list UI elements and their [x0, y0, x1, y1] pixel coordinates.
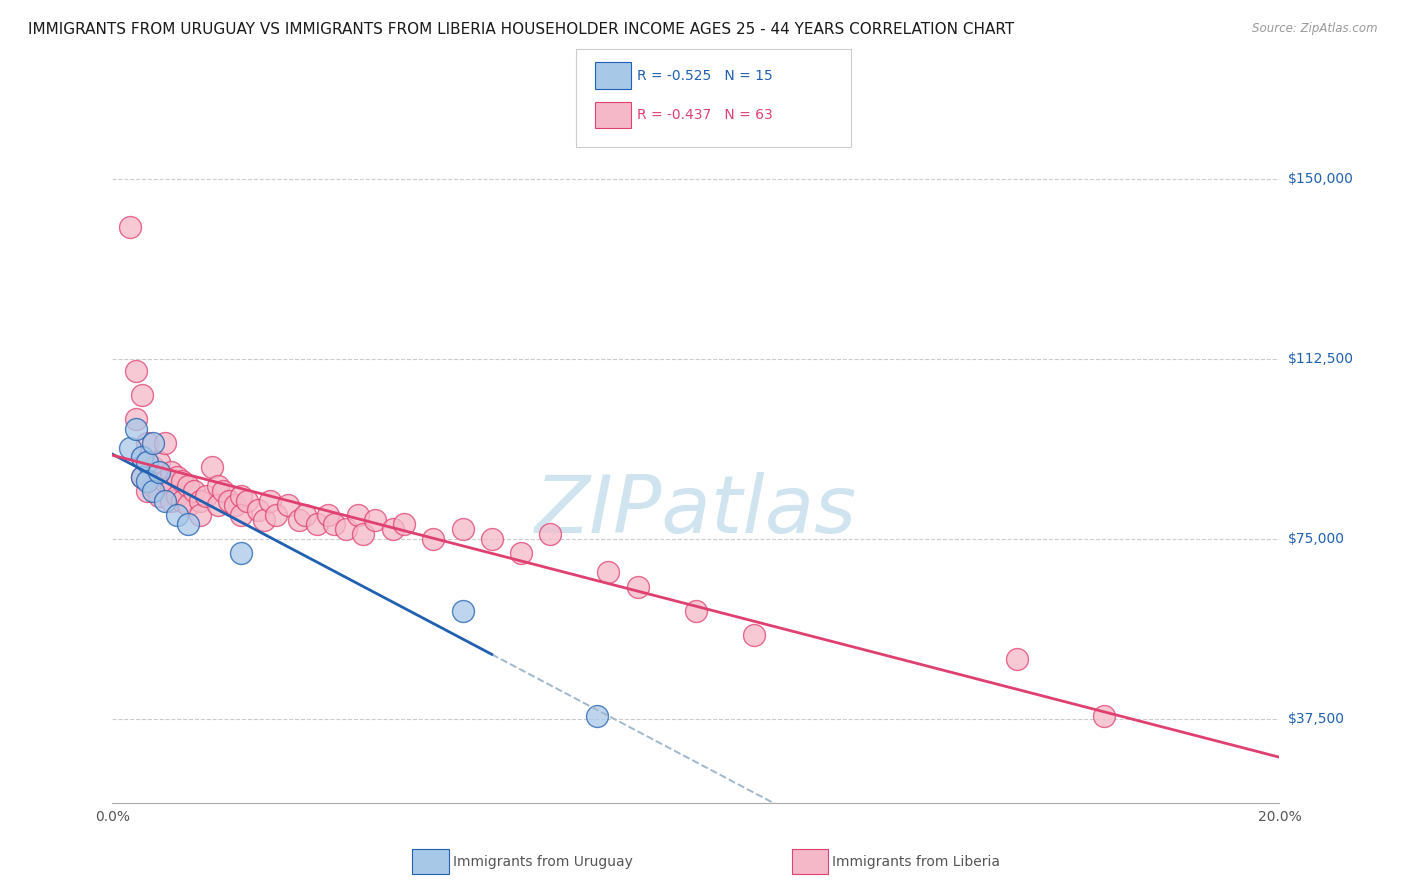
Point [160, 479, 183, 493]
Text: $75,000: $75,000 [1288, 532, 1344, 546]
Point [131, 469, 153, 483]
Point [585, 709, 607, 723]
Point [1092, 709, 1115, 723]
Point [381, 522, 404, 536]
Point [160, 493, 183, 508]
Point [207, 498, 229, 512]
Point [509, 546, 531, 560]
Point [125, 421, 148, 435]
Point [166, 508, 188, 522]
Point [172, 475, 194, 489]
Point [224, 498, 246, 512]
Point [201, 459, 224, 474]
Point [183, 483, 205, 498]
Text: R = -0.437   N = 63: R = -0.437 N = 63 [637, 108, 773, 122]
Point [142, 479, 165, 493]
Text: Source: ZipAtlas.com: Source: ZipAtlas.com [1253, 22, 1378, 36]
Point [148, 489, 170, 503]
Text: IMMIGRANTS FROM URUGUAY VS IMMIGRANTS FROM LIBERIA HOUSEHOLDER INCOME AGES 25 - : IMMIGRANTS FROM URUGUAY VS IMMIGRANTS FR… [28, 22, 1014, 37]
Point [294, 508, 316, 522]
Point [177, 517, 200, 532]
Point [142, 483, 165, 498]
Point [451, 522, 474, 536]
Point [172, 493, 194, 508]
Point [142, 436, 165, 450]
Point [131, 450, 153, 465]
Point [166, 469, 188, 483]
Point [160, 465, 183, 479]
Point [392, 517, 416, 532]
Point [229, 508, 252, 522]
Point [364, 513, 387, 527]
Point [153, 475, 176, 489]
Point [148, 465, 170, 479]
Point [136, 436, 159, 450]
Point [318, 508, 340, 522]
Point [118, 441, 141, 455]
Point [218, 493, 240, 508]
Point [131, 450, 153, 465]
Point [335, 522, 357, 536]
Text: R = -0.525   N = 15: R = -0.525 N = 15 [637, 69, 773, 83]
Text: ZIPatlas: ZIPatlas [534, 472, 858, 549]
Point [212, 483, 235, 498]
Text: $37,500: $37,500 [1288, 712, 1344, 726]
Point [148, 455, 170, 469]
Point [352, 527, 374, 541]
Point [136, 483, 159, 498]
Point [264, 508, 287, 522]
Point [626, 580, 648, 594]
Point [142, 459, 165, 474]
Point [323, 517, 346, 532]
Point [247, 503, 270, 517]
Point [685, 604, 707, 618]
Point [1005, 652, 1028, 666]
Text: Immigrants from Uruguay: Immigrants from Uruguay [453, 855, 633, 869]
Point [118, 219, 141, 234]
Point [538, 527, 561, 541]
Point [253, 513, 276, 527]
Point [422, 532, 444, 546]
Point [259, 493, 281, 508]
Point [131, 388, 153, 402]
Point [305, 517, 328, 532]
Point [742, 628, 765, 642]
Point [481, 532, 503, 546]
Point [136, 475, 159, 489]
Point [188, 493, 211, 508]
Point [207, 479, 229, 493]
Point [346, 508, 368, 522]
Point [229, 546, 252, 560]
Point [598, 566, 620, 580]
Point [288, 513, 311, 527]
Point [177, 479, 200, 493]
Point [136, 455, 159, 469]
Point [177, 498, 200, 512]
Text: $112,500: $112,500 [1288, 352, 1354, 366]
Point [153, 436, 176, 450]
Point [188, 508, 211, 522]
Point [235, 493, 257, 508]
Point [451, 604, 474, 618]
Point [125, 412, 148, 426]
Point [153, 493, 176, 508]
Point [194, 489, 217, 503]
Text: $150,000: $150,000 [1288, 172, 1354, 186]
Point [131, 469, 153, 483]
Point [166, 489, 188, 503]
Point [229, 489, 252, 503]
Text: Immigrants from Liberia: Immigrants from Liberia [832, 855, 1000, 869]
Point [125, 364, 148, 378]
Point [276, 498, 298, 512]
